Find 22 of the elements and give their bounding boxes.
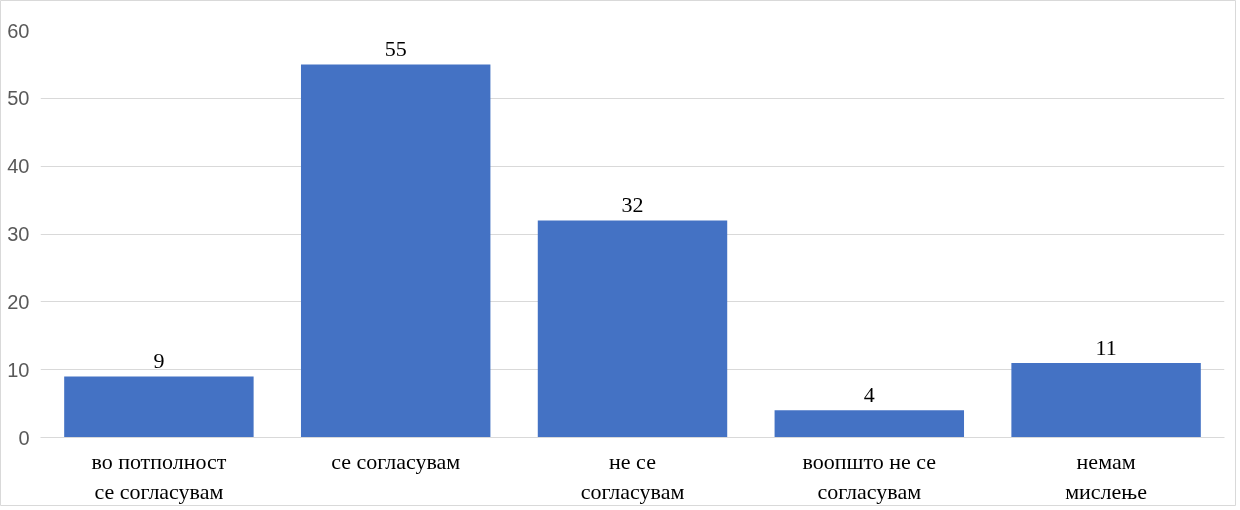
data-label: 55 [384,36,407,62]
x-tick-label: се согласувам [331,448,461,474]
y-tick-label: 0 [18,426,30,449]
y-tick-label: 10 [7,358,30,381]
data-label: 11 [1095,334,1117,360]
y-tick-label: 50 [7,87,30,110]
data-label: 32 [621,192,644,218]
x-tick-label: немам мислење [1065,448,1148,504]
bar [64,376,254,438]
x-tick-label: не се согласувам [580,448,685,504]
bar [774,410,965,438]
x-tick-label: во потполност се согласувам [91,448,227,504]
data-label: 9 [153,348,165,374]
x-tick-label: воопшто не се согласувам [802,448,937,504]
data-label: 4 [863,382,875,408]
bar [300,64,491,438]
bar [537,220,728,438]
y-tick-label: 20 [7,290,30,313]
bar [1011,362,1201,438]
y-tick-label: 30 [7,223,30,245]
y-tick-label: 60 [7,19,30,42]
y-tick-label: 40 [7,155,30,178]
